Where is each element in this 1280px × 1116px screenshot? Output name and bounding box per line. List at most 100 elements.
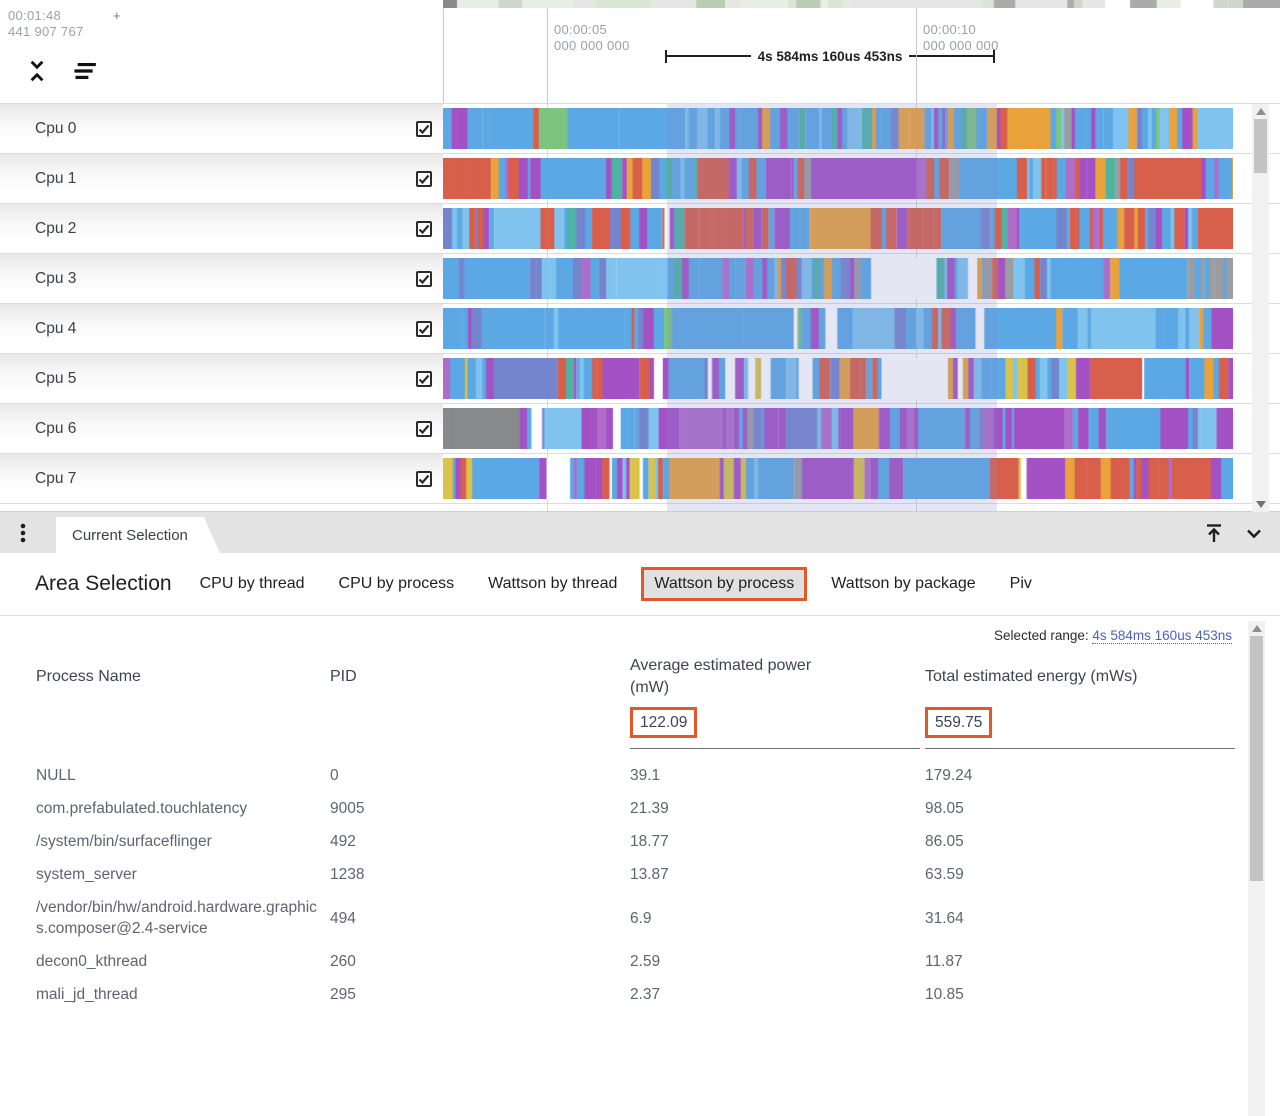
details-tab-selected[interactable]: Wattson by process [641,567,808,601]
track-shelf[interactable]: Cpu 2 [0,204,443,253]
avg-power-cell: 39.1 [630,767,661,784]
track-slices-canvas[interactable] [443,158,1233,199]
pid-cell: 1238 [330,866,365,883]
track-shelf[interactable]: Cpu 0 [0,104,443,153]
track-checkbox[interactable] [416,220,432,237]
collapse-panel-chevron-icon[interactable] [1242,521,1266,545]
track-shelf[interactable]: Cpu 3 [0,254,443,303]
energy-cell: 98.05 [925,800,964,817]
pid-cell: 295 [330,986,356,1003]
track-shelf[interactable]: Cpu 7 [0,454,443,503]
track-slices-canvas[interactable] [443,258,1233,299]
track-shelf[interactable]: Cpu 4 [0,304,443,353]
track-shelf[interactable]: Cpu 1 [0,154,443,203]
track-title: Cpu 5 [35,369,77,387]
cpu-track-row: Cpu 3 [0,254,1280,304]
details-tab[interactable]: Wattson by thread [488,575,618,592]
col-header-total-energy[interactable]: Total estimated energy (mWs) [925,668,1138,685]
cpu-track-row: Cpu 4 [0,304,1280,354]
track-slices-canvas[interactable] [443,208,1233,249]
total-energy-value: 559.75 [925,707,993,738]
trace-minimap[interactable] [443,0,1280,8]
selected-range-label: Selected range: [994,628,1089,643]
process-name-cell: /vendor/bin/hw/android.hardware.graphics… [36,899,317,937]
process-row[interactable]: NULL 0 39.1 179.24 [0,759,1235,792]
scroll-up-arrow[interactable] [1252,104,1269,119]
track-shelf[interactable]: Cpu 5 [0,354,443,403]
scrollbar-thumb[interactable] [1254,119,1267,173]
track-title: Cpu 1 [35,169,77,187]
details-panel: Area Selection CPU by thread CPU by proc… [0,553,1280,1116]
avg-power-cell: 18.77 [630,833,669,850]
pid-cell: 494 [330,909,356,927]
process-name-cell: /system/bin/surfaceflinger [36,833,212,850]
selection-duration-label: 4s 584ms 160us 453ns [757,48,903,64]
track-checkbox[interactable] [416,470,432,487]
avg-power-cell: 6.9 [630,909,652,927]
pid-cell: 9005 [330,800,365,817]
process-row[interactable]: system_server 1238 13.87 63.59 [0,858,1235,891]
track-slices-canvas[interactable] [443,358,1233,399]
process-name-cell: system_server [36,866,137,883]
selection-duration-bracket: 4s 584ms 160us 453ns [665,48,995,64]
process-row[interactable]: /vendor/bin/hw/android.hardware.graphics… [0,891,1235,945]
details-tab[interactable]: CPU by thread [199,575,305,592]
track-checkbox[interactable] [416,170,432,187]
energy-cell: 11.87 [925,953,963,970]
selected-range-line: Selected range: 4s 584ms 160us 453ns [0,616,1280,644]
track-slices-canvas[interactable] [443,308,1233,349]
scrollbar-thumb[interactable] [1250,636,1263,881]
track-title: Cpu 0 [35,119,77,137]
avg-power-cell: 13.87 [630,866,669,883]
collapse-tracks-icon[interactable] [24,58,50,84]
panel-menu-kebab-icon[interactable] [0,512,46,553]
process-name-cell: NULL [36,767,76,784]
track-slices-canvas[interactable] [443,108,1233,149]
cpu-track-row: Cpu 6 [0,404,1280,454]
track-title: Cpu 3 [35,269,77,287]
track-title: Cpu 4 [35,319,77,337]
tracks-scrollbar[interactable] [1252,104,1269,512]
cpu-track-row: Cpu 5 [0,354,1280,404]
col-header-avg-power[interactable]: Average estimated power (mW) [630,657,812,696]
process-name-cell: mali_jd_thread [36,986,138,1003]
avg-power-cell: 21.39 [630,800,669,817]
process-row[interactable]: /system/bin/surfaceflinger 492 18.77 86.… [0,825,1235,858]
track-checkbox[interactable] [416,120,432,137]
details-tab[interactable]: Piv [1009,575,1032,592]
track-title: Cpu 6 [35,419,77,437]
total-avg-power-value: 122.09 [630,707,698,738]
selected-range-value-link[interactable]: 4s 584ms 160us 453ns [1092,628,1232,644]
tab-current-selection[interactable]: Current Selection [56,517,220,553]
scroll-up-arrow[interactable] [1248,621,1265,636]
track-checkbox[interactable] [416,420,432,437]
time-gridline [916,104,917,511]
filter-tracks-icon[interactable] [68,58,98,84]
col-header-pid[interactable]: PID [330,668,357,685]
track-checkbox[interactable] [416,370,432,387]
cpu-track-row: Cpu 1 [0,154,1280,204]
details-tab[interactable]: Wattson by package [831,575,976,592]
area-selection-header: Area Selection CPU by thread CPU by proc… [0,553,1280,616]
bottom-panel-tabstrip: Current Selection [0,511,1280,553]
details-tab[interactable]: CPU by process [338,575,455,592]
avg-power-cell: 2.37 [630,986,661,1003]
track-checkbox[interactable] [416,270,432,287]
process-row[interactable]: mali_jd_thread 295 2.37 10.85 [0,978,1235,1011]
details-scrollbar[interactable] [1248,621,1265,1116]
maximize-panel-icon[interactable] [1202,521,1226,545]
timeline-ruler: 00:01:48 441 907 767 + 4s 584ms 160us 45… [0,0,1280,103]
track-slices-canvas[interactable] [443,458,1233,499]
avg-power-cell: 2.59 [630,953,661,970]
track-slices-canvas[interactable] [443,408,1233,449]
energy-cell: 179.24 [925,767,973,784]
track-shelf[interactable]: Cpu 6 [0,404,443,453]
process-row[interactable]: com.prefabulated.touchlatency 9005 21.39… [0,792,1235,825]
panel-title: Area Selection [35,572,172,595]
scroll-down-arrow[interactable] [1252,497,1269,512]
process-row[interactable]: decon0_kthread 260 2.59 11.87 [0,945,1235,978]
track-checkbox[interactable] [416,320,432,337]
col-header-process-name[interactable]: Process Name [36,668,141,685]
tab-label: Current Selection [72,526,188,544]
